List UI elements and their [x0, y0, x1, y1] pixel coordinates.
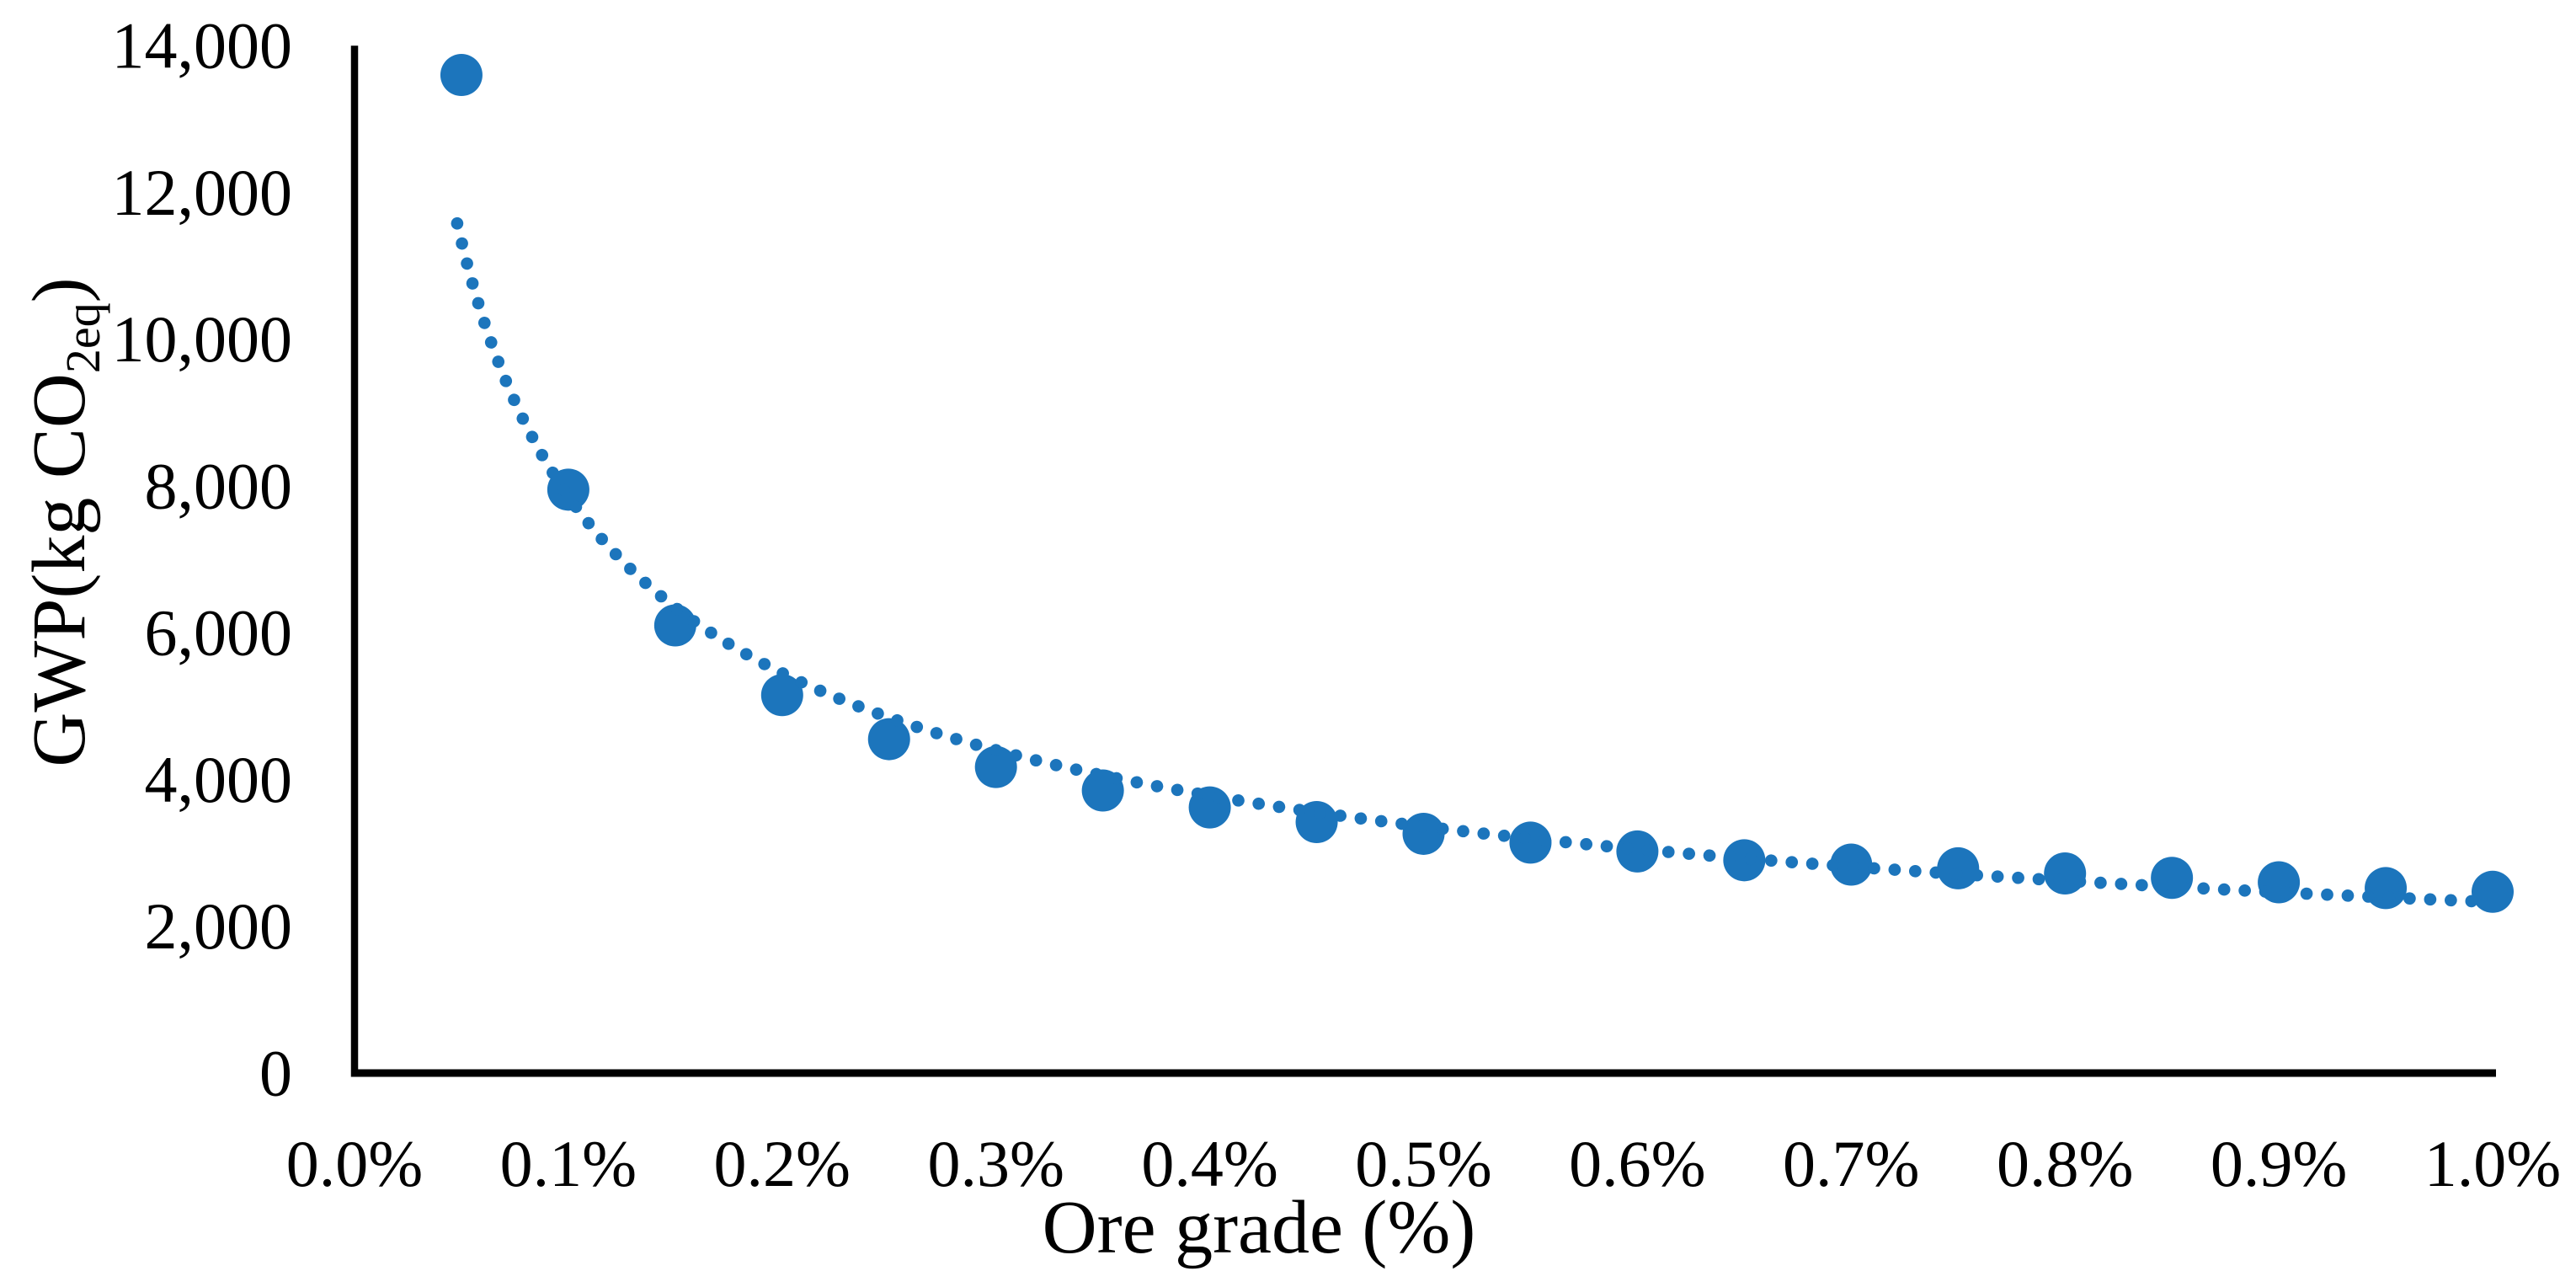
x-tick-label: 0.8% [1997, 1127, 2133, 1200]
data-point [653, 604, 696, 647]
y-tick-label: 6,000 [145, 596, 293, 670]
y-tick-label: 0 [259, 1037, 292, 1110]
y-tick-label: 10,000 [112, 302, 293, 376]
data-point [760, 674, 803, 717]
y-axis-title-subscript: 2eq [56, 302, 110, 373]
x-tick-label: 0.6% [1569, 1127, 1705, 1200]
y-tick-label: 12,000 [112, 156, 293, 229]
data-point [2044, 852, 2087, 895]
x-tick-label: 0.3% [927, 1127, 1064, 1200]
data-point [440, 54, 483, 97]
data-point [1616, 830, 1659, 873]
x-tick-label: 0.5% [1355, 1127, 1491, 1200]
y-tick-label: 2,000 [145, 889, 293, 963]
x-axis-title: Ore grade (%) [1043, 1186, 1476, 1269]
x-tick-label: 0.2% [714, 1127, 851, 1200]
trendline [451, 216, 2495, 909]
y-tick-label: 14,000 [112, 9, 293, 83]
data-point [2472, 870, 2514, 913]
x-tick-label: 0.9% [2211, 1127, 2347, 1200]
data-point [1509, 821, 1552, 864]
y-axis-title-main: GWP(kg CO [18, 373, 101, 767]
data-point [1723, 839, 1766, 882]
data-point [2365, 867, 2408, 910]
y-tick-label: 8,000 [145, 449, 293, 522]
data-point [2151, 857, 2194, 900]
data-point [867, 718, 910, 761]
x-tick-label: 0.4% [1141, 1127, 1277, 1200]
plot-area: 0 2,000 4,000 6,000 8,000 10,000 12,000 14,000 0… [112, 9, 2562, 1200]
y-tick-label: 4,000 [145, 743, 293, 816]
y-axis-title-close: ) [18, 277, 101, 302]
y-axis-title: GWP(kg CO2eq) [18, 277, 110, 766]
data-point [1295, 801, 1338, 844]
x-tick-label: 0.0% [286, 1127, 423, 1200]
x-tick-label: 1.0% [2424, 1127, 2561, 1200]
data-point [1402, 812, 1445, 855]
x-tick-label: 0.1% [500, 1127, 637, 1200]
data-point [974, 745, 1017, 788]
x-tick-label: 0.7% [1783, 1127, 1919, 1200]
